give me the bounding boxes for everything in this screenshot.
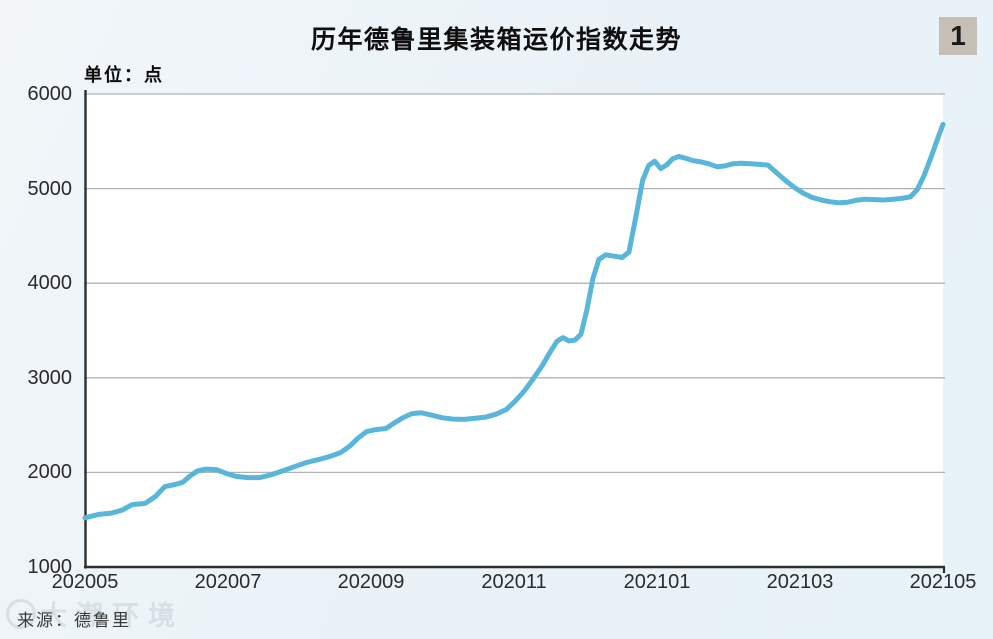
- watermark-logo-icon: [6, 599, 36, 629]
- plot-area: [85, 94, 943, 567]
- y-tick-label: 4000: [27, 272, 73, 295]
- chart-title: 历年德鲁里集装箱运价指数走势: [310, 26, 682, 54]
- source-label: 来源：德鲁里: [17, 611, 131, 631]
- x-tick-label: 202007: [194, 571, 262, 593]
- x-tick-label: 202009: [337, 571, 405, 593]
- y-tick-label: 5000: [27, 177, 73, 200]
- y-tick-label: 6000: [27, 83, 73, 105]
- y-tick-label: 1000: [27, 556, 73, 578]
- y-tick-label: 3000: [27, 366, 73, 389]
- watermark-text: 大潮环境: [40, 601, 184, 632]
- y-tick-label: 2000: [27, 461, 73, 484]
- x-tick-label: 202103: [766, 571, 834, 593]
- x-tick-label: 202101: [623, 571, 691, 593]
- x-tick-label: 202005: [51, 571, 119, 593]
- figure-number-badge: 1: [939, 17, 977, 55]
- unit-label: 单位：点: [84, 65, 164, 85]
- x-tick-label: 202011: [481, 571, 547, 593]
- freight-index-line: [82, 121, 946, 521]
- x-tick-label: 202105: [909, 571, 977, 593]
